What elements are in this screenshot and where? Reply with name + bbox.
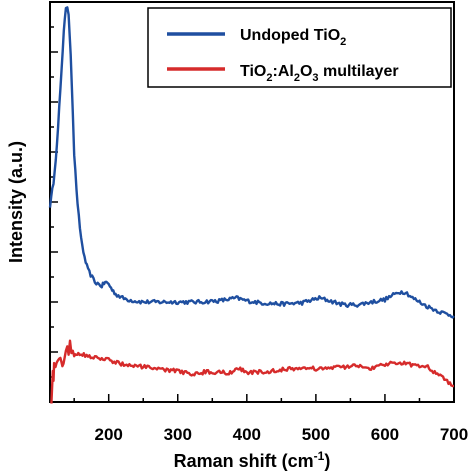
series-line-undoped xyxy=(48,6,455,319)
x-tick-label: 600 xyxy=(371,425,399,444)
series-layer xyxy=(48,6,455,404)
legend-label-undoped: Undoped TiO2 xyxy=(240,27,346,48)
x-tick-label: 500 xyxy=(302,425,330,444)
series-line-multilayer xyxy=(50,339,454,404)
legend: Undoped TiO2 TiO2:Al2O3 multilayer xyxy=(147,7,452,88)
legend-box xyxy=(147,7,452,88)
x-tick-label: 400 xyxy=(233,425,261,444)
x-tick-label: 300 xyxy=(164,425,192,444)
y-axis-title: Intensity (a.u.) xyxy=(6,141,26,263)
x-axis-title: Raman shift (cm-1) xyxy=(174,449,331,471)
x-tick-labels: 200 300 400 500 600 700 xyxy=(95,425,469,444)
x-tick-label: 700 xyxy=(440,425,468,444)
x-tick-label: 200 xyxy=(95,425,123,444)
legend-label-multilayer: TiO2:Al2O3 multilayer xyxy=(240,63,399,84)
